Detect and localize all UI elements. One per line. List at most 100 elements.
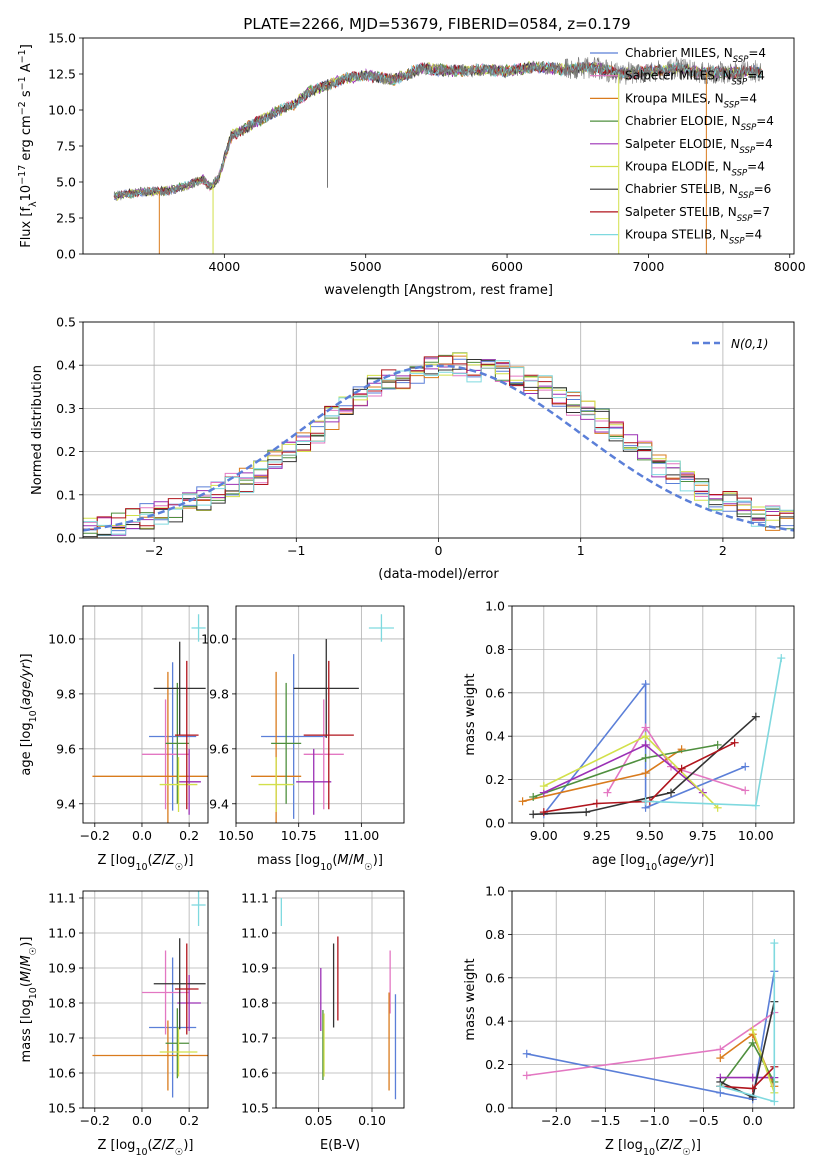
legend-label: N(0,1) <box>731 337 768 351</box>
y-tick-label: 10.6 <box>241 1066 269 1081</box>
weight-series-line <box>645 657 783 807</box>
x-tick-label: 7000 <box>633 259 665 274</box>
x-axis-label: Z [log10(Z/Z☉)] <box>98 853 194 873</box>
grid <box>235 606 404 823</box>
y-tick-label: 0.1 <box>56 487 76 502</box>
grid <box>276 891 404 1109</box>
errorbars <box>251 614 394 823</box>
y-tick-label: 10.6 <box>48 1066 76 1081</box>
errorbars <box>280 898 397 1100</box>
age-vs-mass-panel: 10.50 10.75 11.00 9.4 9.6 9.8 10.0 mass [log10(… <box>201 605 405 873</box>
y-tick-label: 9.4 <box>209 796 229 811</box>
x-tick-label: 9.00 <box>530 828 558 843</box>
axes-frame <box>275 890 405 1109</box>
age-vs-Z-panel: −0.2 0.0 0.2 9.4 9.6 9.8 10.0 Z [log10(Z/Z☉)] ag… <box>19 605 209 873</box>
legend-label: Salpeter ELODIE, NSSP=4 <box>625 137 773 156</box>
y-tick-label: 0.2 <box>485 1057 505 1072</box>
axes-frame <box>511 890 795 1109</box>
panels: 4000 5000 6000 7000 80000.02.55.07.510.012.5… <box>17 31 806 1158</box>
y-tick-label: 1.0 <box>485 599 505 614</box>
y-tick-label: 0.4 <box>485 1014 505 1029</box>
y-tick-label: 7.5 <box>56 139 76 154</box>
spectrum-series-line <box>113 61 762 199</box>
legend-label: Chabrier STELIB, NSSP=6 <box>625 182 771 201</box>
y-tick-label: 9.8 <box>209 686 229 701</box>
y-tick-label: 11.0 <box>241 926 269 941</box>
y-tick-label: 0.8 <box>485 927 505 942</box>
legend-label: Kroupa STELIB, NSSP=4 <box>625 228 762 247</box>
axes-frame <box>82 890 209 1109</box>
x-tick-label: 5000 <box>350 259 382 274</box>
y-tick-label: 9.6 <box>56 741 76 756</box>
y-tick-label: 9.8 <box>56 686 76 701</box>
x-axis-label: Z [log10(Z/Z☉)] <box>98 1138 194 1158</box>
y-tick-label: 0.0 <box>56 247 76 262</box>
weight-vs-age-panel: 9.00 9.25 9.50 9.75 10.00 0.0 0.2 0.4 0.6 0.8 1.0 a… <box>463 599 795 873</box>
legend-label: Salpeter MILES, NSSP=4 <box>625 69 765 88</box>
weight-series-line <box>543 681 746 815</box>
y-tick-label: 10.9 <box>241 961 269 976</box>
x-tick-label: −0.5 <box>688 1113 718 1128</box>
weight-series-line <box>526 971 776 1101</box>
errorbars <box>92 891 208 1098</box>
legend-label: Salpeter STELIB, NSSP=7 <box>625 205 770 224</box>
spectrum-lines <box>113 56 762 254</box>
y-tick-label: 12.5 <box>48 67 76 82</box>
y-tick-label: 0.0 <box>485 1101 505 1116</box>
legend-label: Kroupa ELODIE, NSSP=4 <box>625 160 765 179</box>
x-tick-label: 0.10 <box>358 1113 386 1128</box>
y-tick-label: 10.7 <box>48 1031 76 1046</box>
axes-frame <box>82 605 209 824</box>
x-axis-label: Z [log10(Z/Z☉)] <box>605 1138 701 1158</box>
y-tick-label: 11.1 <box>241 891 269 906</box>
x-tick-label: 0.2 <box>179 1113 199 1128</box>
y-axis-label: age [log10(age/yr)] <box>19 653 39 775</box>
x-tick-label: 0.0 <box>132 828 152 843</box>
x-tick-label: 10.50 <box>218 828 254 843</box>
x-tick-label: −0.2 <box>80 828 110 843</box>
x-tick-label: 9.75 <box>689 828 717 843</box>
x-axis-label: wavelength [Angstrom, rest frame] <box>324 283 553 298</box>
y-tick-label: 1.0 <box>485 884 505 899</box>
y-tick-label: 10.9 <box>48 961 76 976</box>
axes-frame <box>82 321 795 539</box>
y-tick-label: 10.0 <box>201 631 229 646</box>
y-tick-label: 0.0 <box>485 816 505 831</box>
x-tick-label: 0.2 <box>179 828 199 843</box>
x-tick-label: −1 <box>287 543 305 558</box>
grid <box>512 890 794 1109</box>
y-tick-label: 11.1 <box>48 891 76 906</box>
x-axis-label: age [log10(age/yr)] <box>592 853 714 873</box>
histogram-series <box>83 360 794 538</box>
y-tick-label: 5.0 <box>56 175 76 190</box>
y-tick-label: 15.0 <box>48 31 76 46</box>
errorbars <box>92 614 208 823</box>
legend-label: Kroupa MILES, NSSP=4 <box>625 91 757 110</box>
y-tick-label: 10.8 <box>48 996 76 1011</box>
x-axis-label: E(B-V) <box>320 1138 360 1153</box>
axes-frame <box>511 605 795 824</box>
x-tick-label: 9.25 <box>583 828 611 843</box>
legend: N(0,1) <box>692 337 768 351</box>
x-tick-label: −1.0 <box>639 1113 669 1128</box>
spectrum-series-line <box>114 61 762 200</box>
y-tick-label: 0.6 <box>485 970 505 985</box>
y-tick-label: 0.2 <box>56 444 76 459</box>
y-tick-label: 0.3 <box>56 401 76 416</box>
weight-series-line <box>543 735 719 809</box>
y-tick-label: 0.4 <box>485 729 505 744</box>
y-tick-label: 0.8 <box>485 642 505 657</box>
weight-series-line <box>719 1032 776 1087</box>
x-tick-label: 10.00 <box>738 828 774 843</box>
x-tick-label: 9.50 <box>636 828 664 843</box>
y-tick-label: 9.6 <box>209 741 229 756</box>
x-tick-label: −0.2 <box>80 1113 110 1128</box>
weight-series-line <box>533 716 757 816</box>
y-tick-label: 10.0 <box>48 631 76 646</box>
axes-frame <box>235 605 405 824</box>
y-tick-label: 2.5 <box>56 211 76 226</box>
weight-series-line <box>526 1011 775 1077</box>
x-tick-label: −1.5 <box>590 1113 620 1128</box>
legend-label: Chabrier MILES, NSSP=4 <box>625 46 766 65</box>
